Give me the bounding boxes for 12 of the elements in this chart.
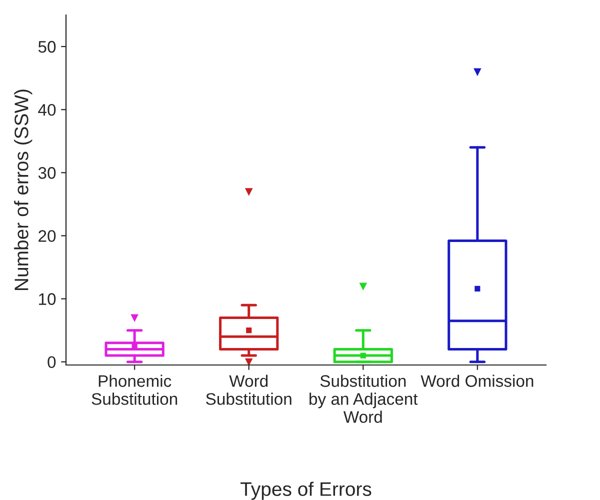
x-axis-title: Types of Errors bbox=[240, 482, 372, 500]
y-tick-label: 30 bbox=[38, 167, 56, 179]
y-tick-label: 20 bbox=[38, 230, 56, 242]
y-tick-label: 10 bbox=[39, 293, 56, 305]
y-tick-label: 40 bbox=[38, 104, 56, 116]
x-tick-label: Word Omission bbox=[420, 374, 534, 387]
x-tick-label: Substitution by an Adjacent Word bbox=[310, 374, 418, 423]
y-tick-label: 50 bbox=[38, 40, 56, 53]
x-tick-label: Word Substitution bbox=[206, 374, 292, 405]
x-tick-label: Phonemic Substitution bbox=[92, 374, 178, 405]
y-axis-title: Number of erros (SSW) bbox=[14, 90, 32, 290]
y-tick-label: 0 bbox=[48, 356, 56, 368]
